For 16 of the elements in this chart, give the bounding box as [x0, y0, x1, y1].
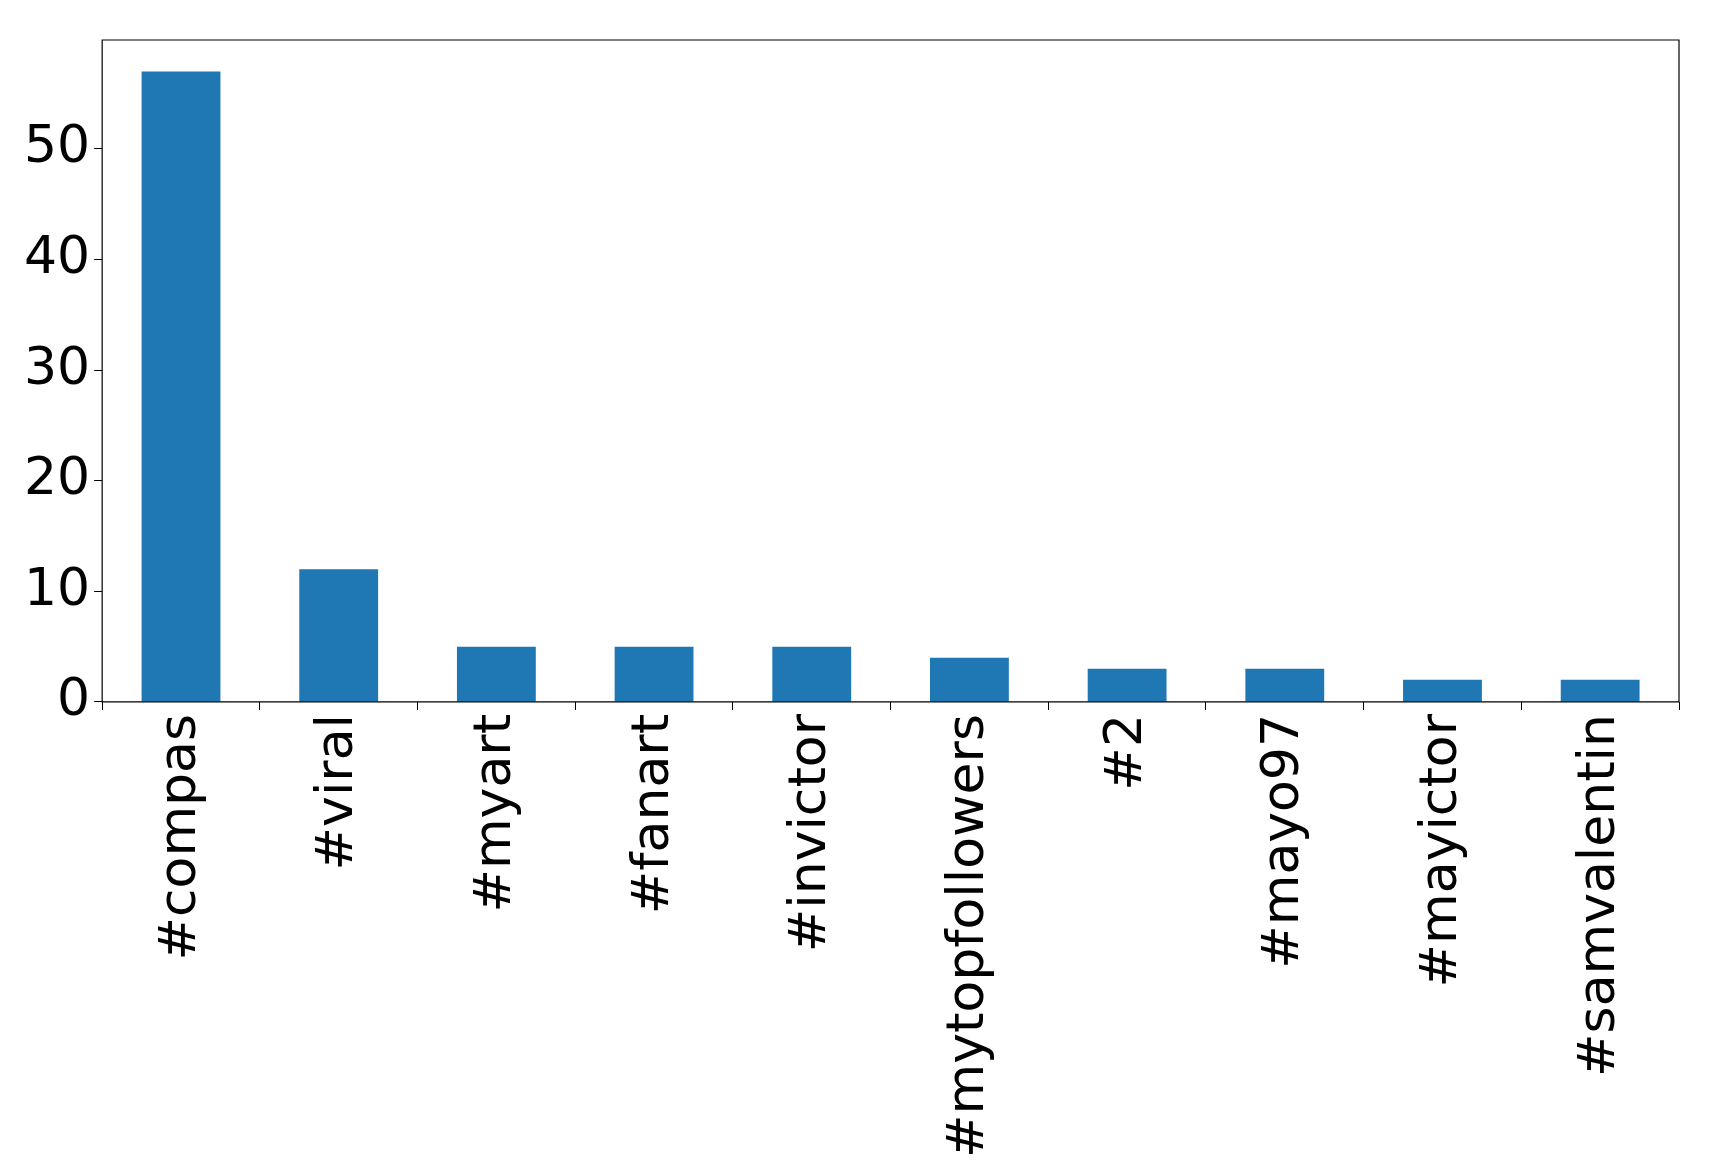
y-tick-label: 30	[24, 335, 91, 396]
x-tick-label: #compas	[146, 713, 207, 961]
y-tick-label: 50	[24, 114, 91, 175]
x-tick-label: #2	[1092, 713, 1153, 791]
x-tick-label: #samvalentin	[1565, 713, 1626, 1077]
x-tick-label: #myart	[461, 713, 522, 913]
x-tick-label: #mytopfollowers	[934, 713, 995, 1158]
x-tick-label: #fanart	[619, 713, 680, 915]
x-tick-label: #viral	[304, 713, 365, 871]
y-tick-label: 20	[24, 446, 91, 507]
x-tick-label: #invictor	[777, 713, 838, 953]
y-tick-label: 10	[24, 556, 91, 617]
x-tick-label: #mayo97	[1250, 713, 1311, 969]
y-tick-label: 40	[24, 225, 91, 286]
y-tick-label: 0	[57, 667, 91, 728]
x-tick-label: #mayictor	[1407, 713, 1468, 988]
